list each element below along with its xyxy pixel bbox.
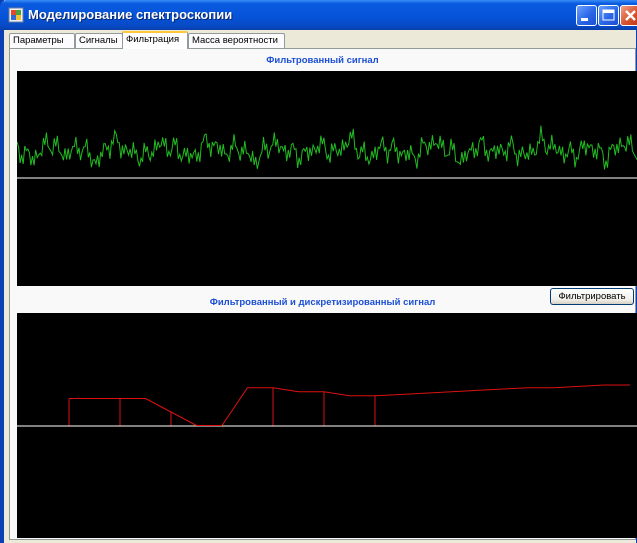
filtered-signal-chart (17, 71, 637, 286)
window-title: Моделирование спектроскопии (28, 7, 233, 22)
discrete-segment (374, 393, 401, 397)
discrete-signal-title: Фильтрованный и дискретизированный сигна… (209, 297, 436, 308)
filtered-signal-title: Фильтрованный сигнал (266, 55, 379, 66)
tab-filtering-label: Фильтрация (126, 34, 180, 45)
discrete-segment (145, 398, 172, 413)
tab-parameters-label: Параметры (13, 35, 64, 46)
discrete-segment (400, 392, 427, 395)
tab-filtering[interactable]: Фильтрация (122, 31, 188, 49)
minimize-button[interactable] (576, 5, 597, 26)
discrete-segment (451, 389, 478, 393)
title-bar[interactable]: Моделирование спектроскопии (0, 0, 637, 30)
discrete-segment (502, 387, 529, 390)
discrete-segment (578, 384, 605, 387)
discrete-segment (170, 411, 197, 426)
filtered-signal-line (17, 125, 637, 170)
tab-parameters[interactable]: Параметры (9, 33, 75, 48)
tab-probability-mass-label: Масса вероятности (192, 35, 278, 46)
discrete-segment (553, 385, 580, 389)
discrete-segment (272, 387, 299, 393)
discrete-segment (323, 391, 350, 397)
tab-signals-label: Сигналы (79, 35, 118, 46)
minimize-icon (581, 18, 588, 21)
app-icon (8, 7, 24, 23)
tab-strip: Параметры Сигналы Фильтрация Масса вероя… (9, 31, 609, 49)
discrete-segment (221, 387, 248, 426)
discrete-segment (425, 391, 452, 394)
discrete-signal-steps (68, 384, 630, 426)
filtering-tab-page: Фильтрованный сигнал Фильтрованный и дис… (9, 48, 637, 540)
close-icon (625, 10, 636, 21)
tab-signals[interactable]: Сигналы (75, 33, 123, 48)
close-button[interactable] (620, 5, 637, 26)
maximize-icon (602, 9, 615, 21)
discrete-segment (476, 388, 503, 391)
filter-button[interactable]: Фильтрировать (550, 288, 634, 305)
tab-probability-mass[interactable]: Масса вероятности (188, 33, 285, 48)
discrete-signal-chart (17, 313, 637, 538)
maximize-button[interactable] (598, 5, 619, 26)
